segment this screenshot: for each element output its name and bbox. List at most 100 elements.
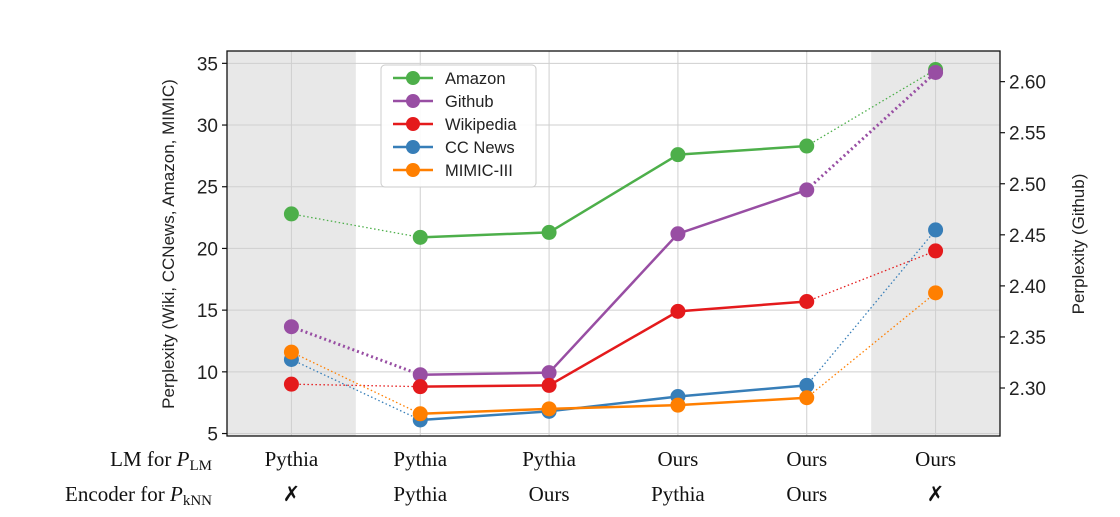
line-segment-wikipedia — [677, 300, 807, 313]
point-amazon — [541, 224, 557, 240]
legend-marker — [406, 117, 420, 131]
tick-label-right: 2.50 — [1009, 175, 1046, 196]
point-amazon — [412, 229, 428, 245]
line-segment-amazon — [291, 213, 421, 238]
tick-label-right: 2.45 — [1009, 226, 1046, 247]
legend-label: MIMIC-III — [445, 162, 513, 180]
table-row-label: LM for PLM — [110, 447, 212, 474]
gridlines — [227, 51, 1000, 436]
table-cell: Pythia — [651, 482, 705, 506]
tick-label-right: 2.30 — [1009, 379, 1046, 400]
table-cell: Ours — [786, 482, 827, 506]
tick-label-left: 35 — [197, 54, 218, 75]
point-amazon — [283, 206, 299, 222]
legend-marker — [406, 140, 420, 154]
point-mimic-iii — [670, 397, 686, 413]
point-amazon — [670, 147, 686, 163]
y-axis-label-left: Perplexity (Wiki, CCNews, Amazon, MIMIC) — [159, 79, 178, 409]
series-lines — [290, 68, 937, 422]
point-mimic-iii — [928, 285, 944, 301]
series-points — [283, 62, 944, 428]
line-segment-cc-news — [806, 229, 937, 386]
table-row-label: Encoder for PkNN — [65, 482, 212, 509]
point-wikipedia — [928, 243, 944, 259]
table-row: Encoder for PkNN ✗ Pythia Ours Pythia Ours ✗ — [65, 482, 944, 509]
point-cc-news — [928, 222, 944, 238]
line-segment-github — [805, 71, 937, 191]
row-label-text: Encoder for — [65, 482, 170, 506]
line-segment-cc-news — [420, 410, 550, 422]
point-mimic-iii — [541, 401, 557, 417]
tick-label-right: 2.55 — [1009, 124, 1046, 145]
line-segment-mimic-iii — [420, 407, 550, 416]
tick-label-right: 2.35 — [1009, 328, 1046, 349]
point-wikipedia — [799, 293, 815, 309]
row-label-text: LM for — [110, 447, 177, 471]
point-github — [283, 319, 299, 335]
line-segment-wikipedia — [291, 383, 421, 388]
legend-label: Github — [445, 93, 494, 111]
tick-label-left: 5 — [207, 425, 218, 446]
line-segment-wikipedia — [806, 250, 936, 303]
table-cell: Ours — [657, 447, 698, 471]
point-github — [799, 182, 815, 198]
axes — [226, 50, 1001, 437]
table-row: LM for PLM Pythia Pythia Pythia Ours Ours Ours — [110, 447, 956, 474]
table-cell: Pythia — [393, 482, 447, 506]
table-cell: ✗ — [283, 482, 301, 506]
line-segment-github — [420, 371, 550, 376]
legend-marker — [406, 163, 420, 177]
line-segment-github — [548, 232, 679, 374]
legend-marker — [406, 71, 420, 85]
line-segment-mimic-iii — [549, 403, 678, 411]
row-label-math: P — [176, 447, 190, 471]
table-cell: Pythia — [522, 447, 576, 471]
point-wikipedia — [541, 377, 557, 393]
point-mimic-iii — [799, 390, 815, 406]
left-ticks: 5 10 15 20 25 30 35 — [197, 54, 227, 446]
table-cell: ✗ — [927, 482, 945, 506]
legend-box — [380, 64, 537, 188]
line-segment-github — [677, 188, 808, 235]
line-segment-amazon — [806, 68, 936, 147]
right-ticks: 2.30 2.35 2.40 2.45 2.50 2.55 2.60 — [1000, 73, 1046, 400]
point-cc-news — [799, 377, 815, 393]
legend-label: Wikipedia — [445, 116, 517, 134]
tick-label-left: 15 — [197, 301, 218, 322]
point-wikipedia — [412, 379, 428, 395]
line-segment-amazon — [548, 153, 679, 234]
table-cell: Pythia — [265, 447, 319, 471]
shaded-regions — [227, 51, 1000, 436]
tick-label-left: 20 — [197, 239, 218, 260]
tick-label-left: 30 — [197, 116, 218, 137]
line-segment-amazon — [420, 231, 550, 239]
point-mimic-iii — [283, 344, 299, 360]
table-cell: Ours — [915, 447, 956, 471]
tick-label-right: 2.60 — [1009, 73, 1046, 94]
tick-label-left: 25 — [197, 178, 218, 199]
point-amazon — [799, 138, 815, 154]
tick-label-right: 2.40 — [1009, 277, 1046, 298]
point-github — [928, 64, 944, 80]
point-wikipedia — [283, 376, 299, 392]
y-axis-label-right: Perplexity (Github) — [1069, 174, 1088, 315]
row-label-subscript: kNN — [183, 493, 212, 509]
tick-label-left: 10 — [197, 363, 218, 384]
configuration-table: LM for PLM Pythia Pythia Pythia Ours Ours Ours… — [65, 447, 956, 509]
table-cell: Ours — [786, 447, 827, 471]
line-segment-wikipedia — [420, 384, 550, 388]
legend-marker — [406, 94, 420, 108]
point-mimic-iii — [412, 406, 428, 422]
table-cell: Ours — [529, 482, 570, 506]
point-github — [412, 367, 428, 383]
row-label-subscript: LM — [190, 458, 213, 474]
line-segment-amazon — [677, 144, 807, 156]
legend-label: CC News — [445, 139, 515, 157]
legend-label: Amazon — [445, 70, 506, 88]
line-segment-mimic-iii — [677, 396, 807, 407]
point-github — [541, 365, 557, 381]
legend: Amazon Github Wikipedia CC News MIMIC-III — [380, 64, 537, 188]
line-segment-cc-news — [677, 384, 807, 398]
line-segment-wikipedia — [548, 310, 679, 387]
